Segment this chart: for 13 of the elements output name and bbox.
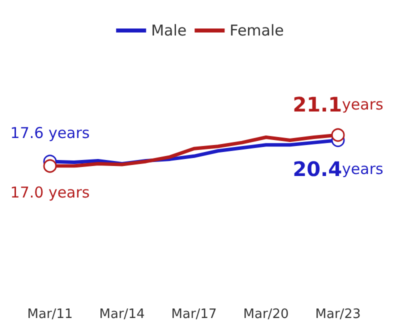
x-tick-label: Mar/17 [171,307,217,322]
data-label: 21.1years [292,92,384,116]
x-tick-label: Mar/20 [243,307,289,322]
legend-label: Female [230,22,284,40]
point [43,159,57,173]
data-label: 17.0 years [10,183,90,202]
x-tick-label: Mar/11 [27,307,73,322]
point [331,128,345,142]
x-tick-label: Mar/23 [315,307,361,322]
data-label: 20.4years [292,157,384,182]
legend-label: Male [151,22,187,40]
data-label: 17.6 years [10,124,90,142]
x-tick-label: Mar/14 [99,307,145,322]
